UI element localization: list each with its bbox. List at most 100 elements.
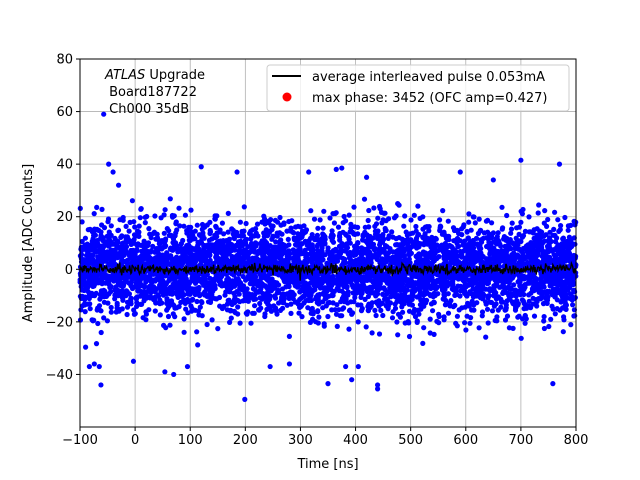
- sample-point: [502, 244, 509, 250]
- sample-point: [417, 288, 423, 294]
- sample-point: [307, 319, 313, 325]
- sample-point: [431, 290, 437, 297]
- sample-point: [204, 280, 210, 286]
- sample-point: [464, 260, 470, 266]
- sample-point: [252, 303, 258, 309]
- sample-point: [91, 211, 97, 217]
- sample-point: [134, 303, 140, 309]
- sample-point: [135, 241, 141, 247]
- sample-point: [560, 297, 566, 303]
- sample-point: [208, 248, 214, 254]
- sample-point: [465, 242, 471, 248]
- sample-point: [395, 332, 401, 338]
- sample-point: [259, 238, 265, 244]
- sample-point: [303, 253, 309, 259]
- sample-point: [148, 256, 154, 262]
- sample-point: [211, 260, 217, 267]
- sample-point: [454, 313, 460, 319]
- sample-point: [346, 260, 353, 266]
- sample-point: [229, 226, 235, 232]
- sample-point: [82, 243, 88, 249]
- sample-point: [529, 279, 535, 285]
- sample-point: [315, 320, 321, 326]
- sample-point: [280, 241, 286, 247]
- sample-point: [422, 224, 428, 230]
- sample-point: [474, 285, 480, 291]
- sample-point: [170, 281, 176, 287]
- sample-point: [105, 300, 111, 306]
- sample-point: [229, 279, 235, 285]
- sample-point: [124, 311, 130, 318]
- sample-point: [477, 275, 483, 281]
- sample-point: [404, 279, 410, 285]
- sample-point: [451, 227, 458, 234]
- sample-point: [320, 225, 326, 231]
- sample-point: [558, 253, 564, 259]
- sample-point: [341, 283, 347, 289]
- sample-point: [375, 291, 381, 297]
- sample-point: [521, 261, 527, 267]
- sample-point: [118, 244, 124, 251]
- sample-point: [311, 287, 317, 293]
- sample-point: [427, 253, 433, 259]
- sample-point: [487, 246, 493, 252]
- sample-point: [420, 340, 426, 346]
- sample-point: [444, 279, 450, 285]
- sample-point: [288, 310, 294, 316]
- sample-point: [225, 210, 231, 216]
- sample-point: [449, 244, 455, 250]
- sample-point: [354, 257, 360, 263]
- sample-point: [262, 242, 268, 248]
- sample-point: [200, 233, 206, 239]
- sample-point: [310, 247, 316, 253]
- sample-point: [273, 239, 279, 245]
- sample-point: [500, 257, 506, 263]
- sample-point: [448, 298, 454, 304]
- sample-point: [387, 300, 393, 306]
- sample-point: [141, 244, 147, 250]
- sample-point: [489, 308, 496, 314]
- sample-point: [340, 243, 347, 249]
- sample-point: [334, 323, 340, 329]
- sample-point: [485, 217, 491, 223]
- sample-point: [172, 290, 178, 296]
- sample-point: [384, 291, 390, 297]
- sample-point: [207, 219, 213, 225]
- sample-point: [233, 243, 239, 249]
- sample-point: [301, 223, 307, 229]
- sample-point: [568, 243, 574, 249]
- sample-point: [506, 284, 512, 290]
- sample-point: [161, 259, 167, 266]
- sample-point: [325, 313, 331, 320]
- sample-point: [462, 320, 468, 326]
- sample-point: [514, 298, 520, 304]
- sample-point: [80, 270, 86, 276]
- sample-point: [123, 223, 129, 229]
- sample-point: [490, 255, 496, 261]
- sample-point: [368, 257, 374, 263]
- sample-point: [428, 301, 435, 307]
- sample-point: [194, 298, 200, 305]
- sample-point: [315, 308, 321, 314]
- sample-point: [170, 234, 176, 240]
- sample-point: [108, 309, 114, 315]
- sample-point: [321, 278, 327, 284]
- sample-point: [308, 242, 314, 248]
- sample-point: [182, 212, 188, 218]
- sample-point: [129, 198, 135, 204]
- sample-point: [437, 217, 443, 223]
- sample-point: [268, 217, 274, 223]
- sample-point: [188, 224, 194, 230]
- sample-point: [365, 285, 371, 291]
- sample-point: [199, 299, 205, 306]
- sample-point: [504, 313, 511, 319]
- sample-point: [331, 278, 337, 284]
- sample-point: [494, 314, 500, 320]
- sample-point: [79, 219, 85, 225]
- sample-point: [165, 313, 172, 320]
- sample-point: [209, 280, 215, 286]
- sample-point: [168, 253, 174, 259]
- sample-point: [352, 294, 358, 301]
- sample-point: [201, 272, 207, 278]
- sample-point: [172, 277, 178, 283]
